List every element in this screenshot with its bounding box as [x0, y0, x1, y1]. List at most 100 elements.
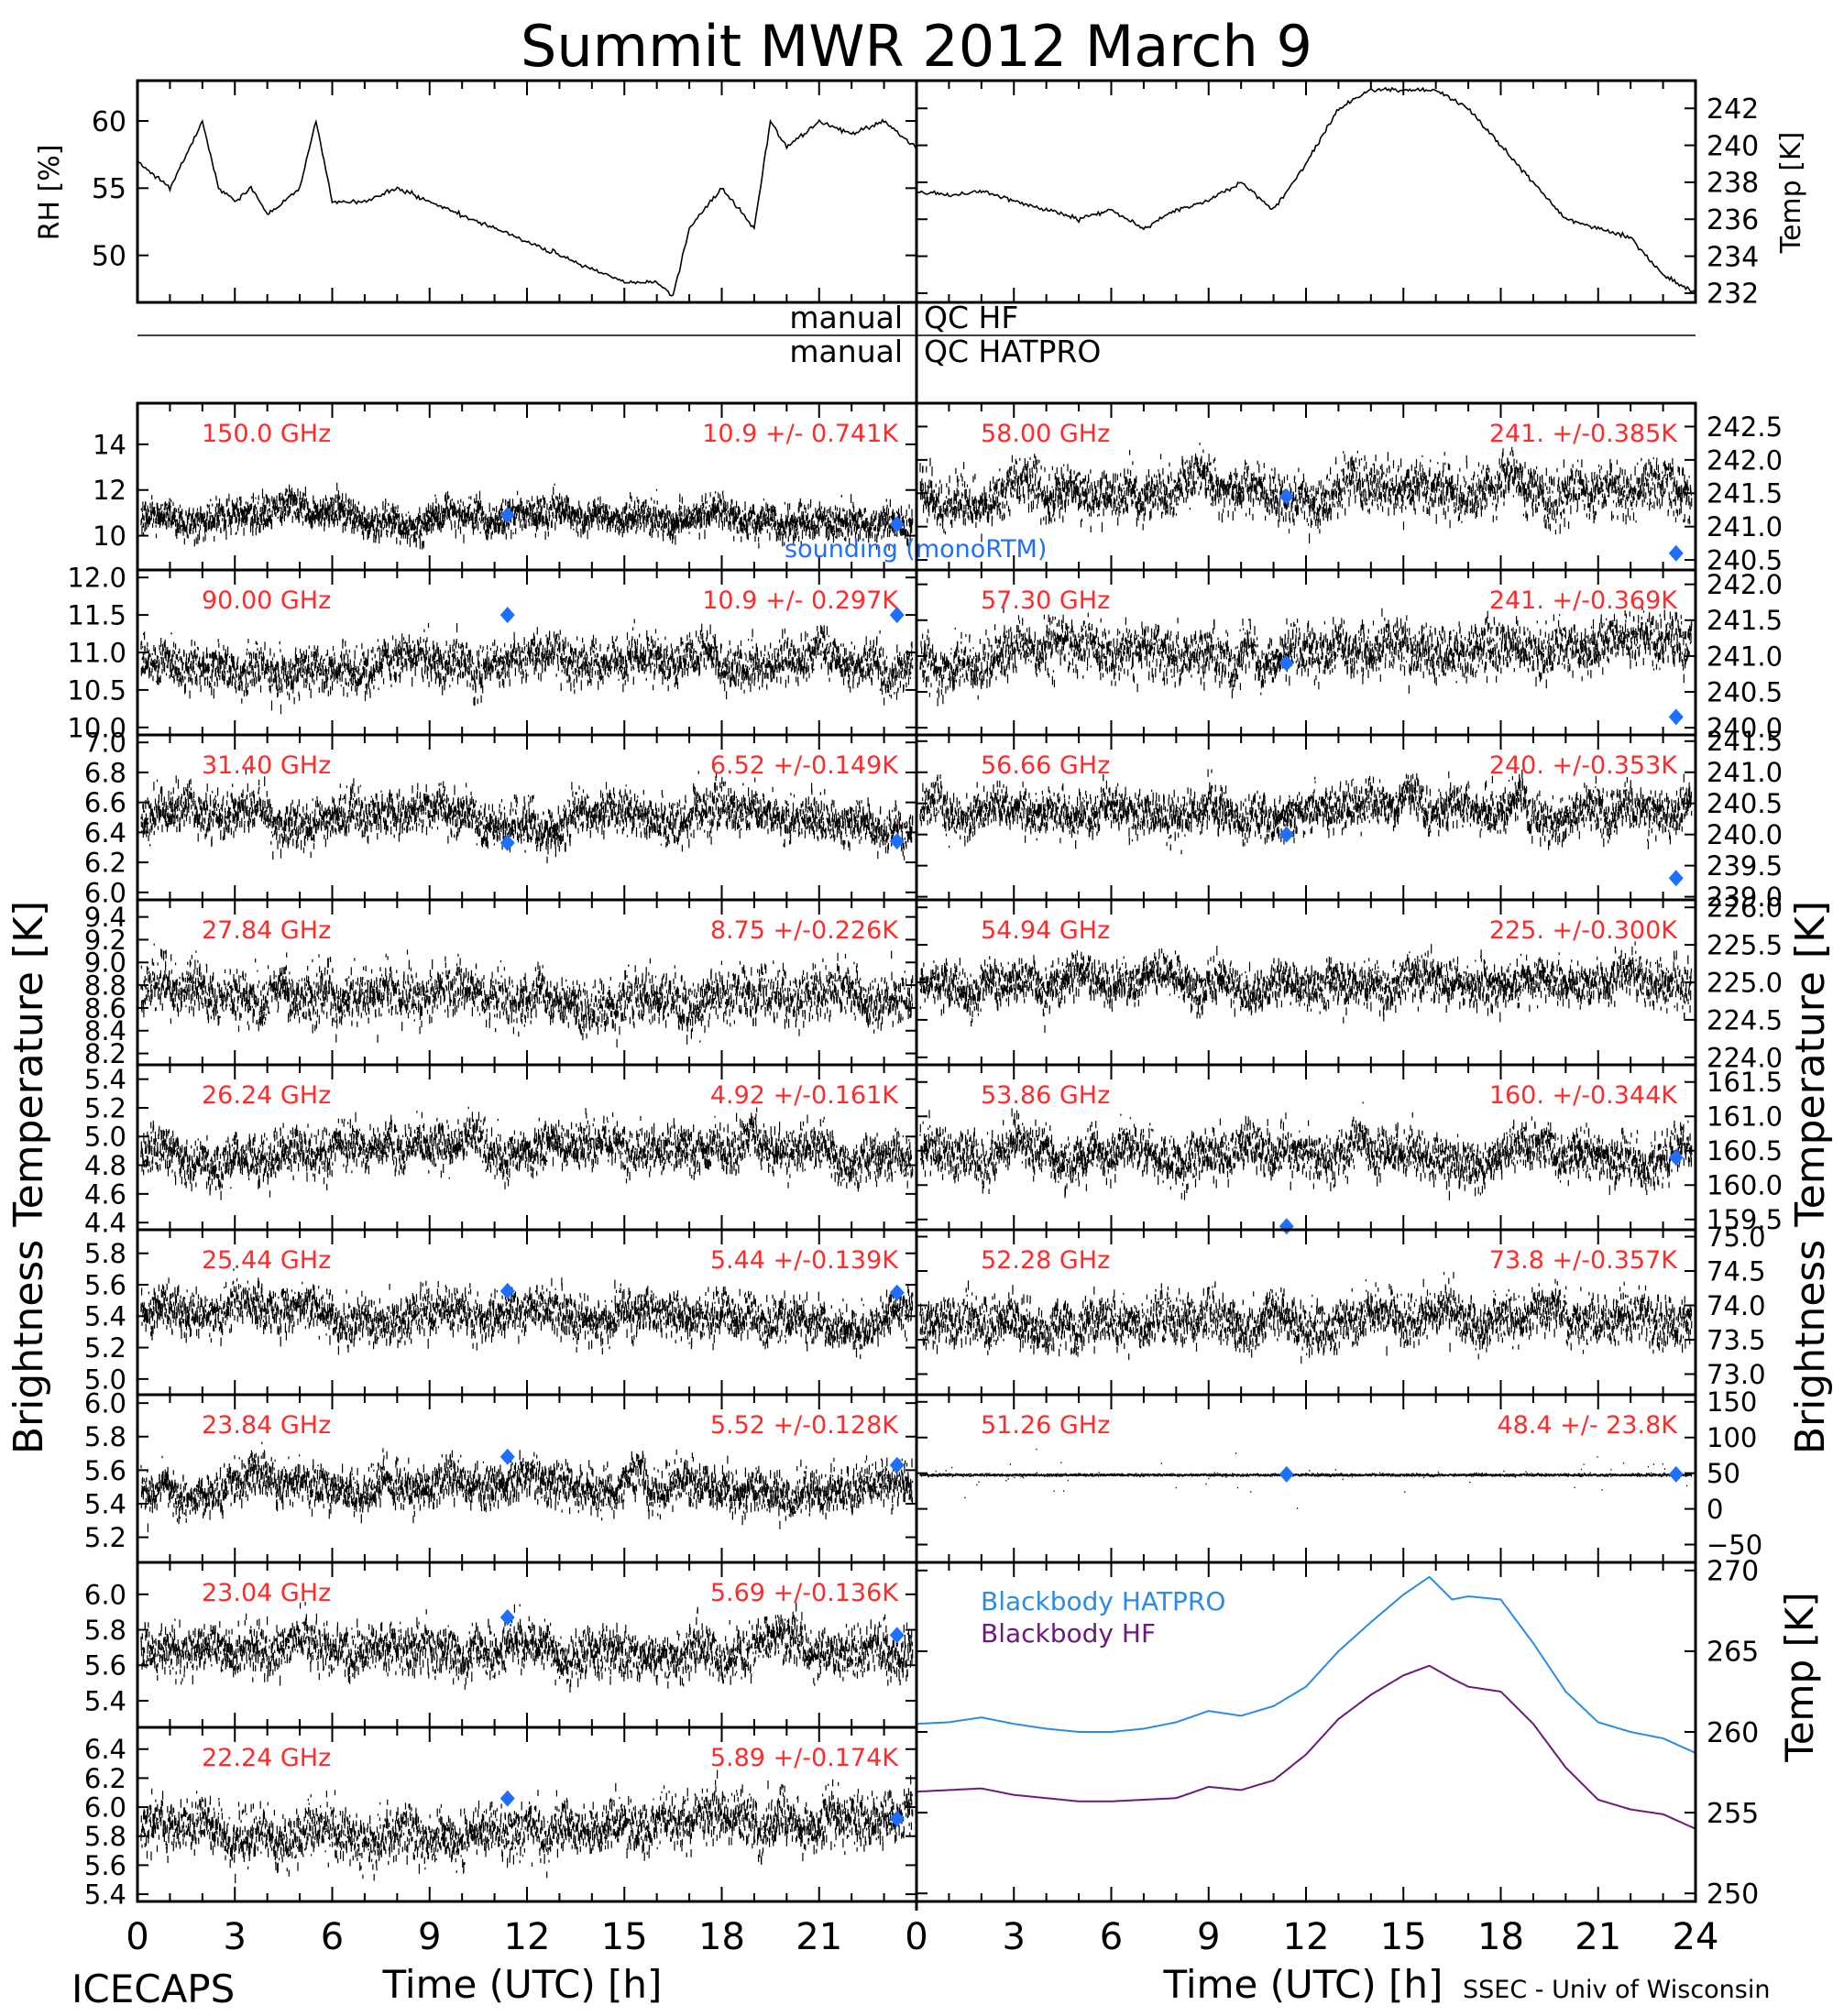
ch150-frequency-label: 150.0 GHz [202, 420, 331, 448]
ch22-stats-label: 5.89 +/-0.174K [710, 1744, 899, 1772]
y-tick-label: 5.4 [84, 1064, 126, 1095]
y-tick-label: 6.4 [84, 817, 126, 849]
ch150-panel-yticks: 10 12 14 [93, 429, 916, 552]
sounding-marker [889, 1456, 905, 1474]
ch25-series [140, 1268, 914, 1359]
right-axis-label: Brightness Temperature [K] [1787, 901, 1833, 1454]
y-tick-label: 4.8 [84, 1150, 126, 1181]
ch23-panel-xticks [137, 1395, 917, 1562]
temp-panel-yticks: 232 234 236 238 240 242 [916, 93, 1759, 311]
y-tick-label: 241.5 [1707, 478, 1783, 509]
right-x-tick-label: 15 [1380, 1916, 1427, 1958]
y-tick-label: 5.4 [84, 1879, 126, 1911]
ch31-panel-yticks: 6.06.26.46.66.87.0 [84, 728, 916, 908]
ch31-frequency-label: 31.40 GHz [202, 751, 331, 780]
rh-panel-yticks: 50 55 60 [92, 106, 916, 272]
y-tick-label: 226.0 [1707, 893, 1783, 924]
sounding-marker [1668, 870, 1684, 887]
y-tick-label: 239.5 [1707, 850, 1783, 882]
left-axis-label: Brightness Temperature [K] [5, 901, 52, 1454]
y-tick-label: 6.0 [84, 1579, 126, 1610]
ch58-panel-xticks [916, 403, 1696, 570]
ch58-stats-label: 241. +/-0.385K [1489, 420, 1678, 448]
y-tick-label: 5.0 [84, 1364, 126, 1395]
right-x-tick-label: 9 [1197, 1916, 1220, 1958]
y-tick-label: 5.8 [84, 1238, 126, 1269]
ch22-panel-xticks [137, 1727, 917, 1901]
ch25-panel-yticks: 5.05.25.45.65.8 [84, 1238, 916, 1395]
ch51-panel-yticks: −50 0 50 100 150 [916, 1386, 1762, 1561]
y-tick-label: 224.5 [1707, 1004, 1783, 1035]
y-tick-label: 150 [1707, 1386, 1757, 1418]
y-tick-label: 241.5 [1707, 726, 1783, 757]
sounding-marker [1279, 826, 1294, 843]
left-x-tick-label: 0 [126, 1916, 148, 1958]
ch90-panel-yticks: 10.0 10.5 11.0 11.5 12.0 [67, 563, 916, 743]
bb-series-hatpro [916, 1575, 1696, 1754]
y-tick-label: 242.0 [1707, 569, 1783, 600]
ch51-frequency-label: 51.26 GHz [981, 1411, 1110, 1440]
ch54-data-points [919, 941, 1693, 1034]
right-x-tick-label: 0 [905, 1916, 927, 1958]
ch53-frequency-label: 53.86 GHz [981, 1081, 1110, 1110]
ch27-data-points [140, 943, 914, 1048]
ch57-panel-yticks: 240.0 240.5 241.0 241.5 242.0 [916, 569, 1783, 744]
y-tick-label: 11.0 [67, 637, 126, 668]
rh-series [137, 118, 917, 297]
ch150-stats-label: 10.9 +/- 0.741K [702, 420, 899, 448]
sounding-marker [1668, 708, 1684, 726]
y-tick-label: 6.4 [84, 1734, 126, 1765]
ch26-data-points [140, 1106, 914, 1200]
blackbody-panel-yticks: 250 255 260 265 270 [916, 1556, 1759, 1911]
y-tick-label: 250 [1707, 1879, 1759, 1911]
y-tick-label: 6.2 [84, 1763, 126, 1794]
ch53-stats-label: 160. +/-0.344K [1489, 1081, 1678, 1110]
y-tick-label: 0 [1707, 1494, 1723, 1525]
y-tick-label: 5.0 [84, 1122, 126, 1153]
y-tick-label: 240.5 [1707, 788, 1783, 819]
sounding-marker [499, 834, 515, 851]
ch23b-data-points [140, 1602, 914, 1693]
ch54-series [919, 941, 1693, 1034]
ch26-panel-yticks: 4.44.64.85.05.25.4 [84, 1064, 916, 1239]
sounding-marker [1668, 544, 1684, 562]
y-tick-label: 260 [1707, 1717, 1759, 1749]
ch22-frequency-label: 22.24 GHz [202, 1744, 331, 1772]
qc-hatpro-label: QC HATPRO [924, 334, 1101, 369]
ch58-data-points [919, 443, 1693, 543]
right-x-tick-label: 21 [1575, 1916, 1621, 1958]
qc-hf-label: QC HF [924, 300, 1018, 335]
y-tick-label: 5.4 [84, 1488, 126, 1519]
y-tick-label: 241.0 [1707, 511, 1783, 542]
legend-blackbody-hatpro: Blackbody HATPRO [981, 1586, 1225, 1616]
ch90-data-points [140, 619, 914, 715]
y-tick-label: 9.4 [84, 902, 126, 933]
ch23-frequency-label: 23.84 GHz [202, 1411, 331, 1440]
ch58-series [919, 443, 1693, 543]
blackbody-axis-label: Temp [K] [1777, 1592, 1822, 1763]
figure-title: Summit MWR 2012 March 9 [521, 13, 1312, 80]
y-tick-label: 5.8 [84, 1421, 126, 1452]
ch31-series [140, 767, 914, 864]
ch56-data-points [919, 769, 1693, 855]
ch53-data-points [919, 1101, 1693, 1200]
y-tick-label: 241.5 [1707, 605, 1783, 636]
y-tick-label: 240 [1707, 130, 1759, 162]
temp-series [916, 86, 1696, 294]
y-tick-label: 50 [92, 240, 126, 272]
ch31-stats-label: 6.52 +/-0.149K [710, 751, 899, 780]
y-tick-label: 5.4 [84, 1301, 126, 1332]
y-tick-label: 5.2 [84, 1332, 126, 1364]
ch150-series [140, 482, 914, 551]
sounding-marker [889, 1810, 905, 1827]
ch56-series [919, 769, 1693, 855]
sounding-marker [889, 607, 905, 624]
ch27-series [140, 943, 914, 1048]
ch54-panel-yticks: 224.0 224.5 225.0 225.5 226.0 [916, 893, 1783, 1073]
sounding-marker [1279, 488, 1294, 505]
ch23b-panel-xticks [137, 1562, 917, 1727]
ch52-data-points [919, 1272, 1693, 1364]
y-tick-label: 73.0 [1707, 1359, 1766, 1390]
y-tick-label: 6.0 [84, 1792, 126, 1824]
